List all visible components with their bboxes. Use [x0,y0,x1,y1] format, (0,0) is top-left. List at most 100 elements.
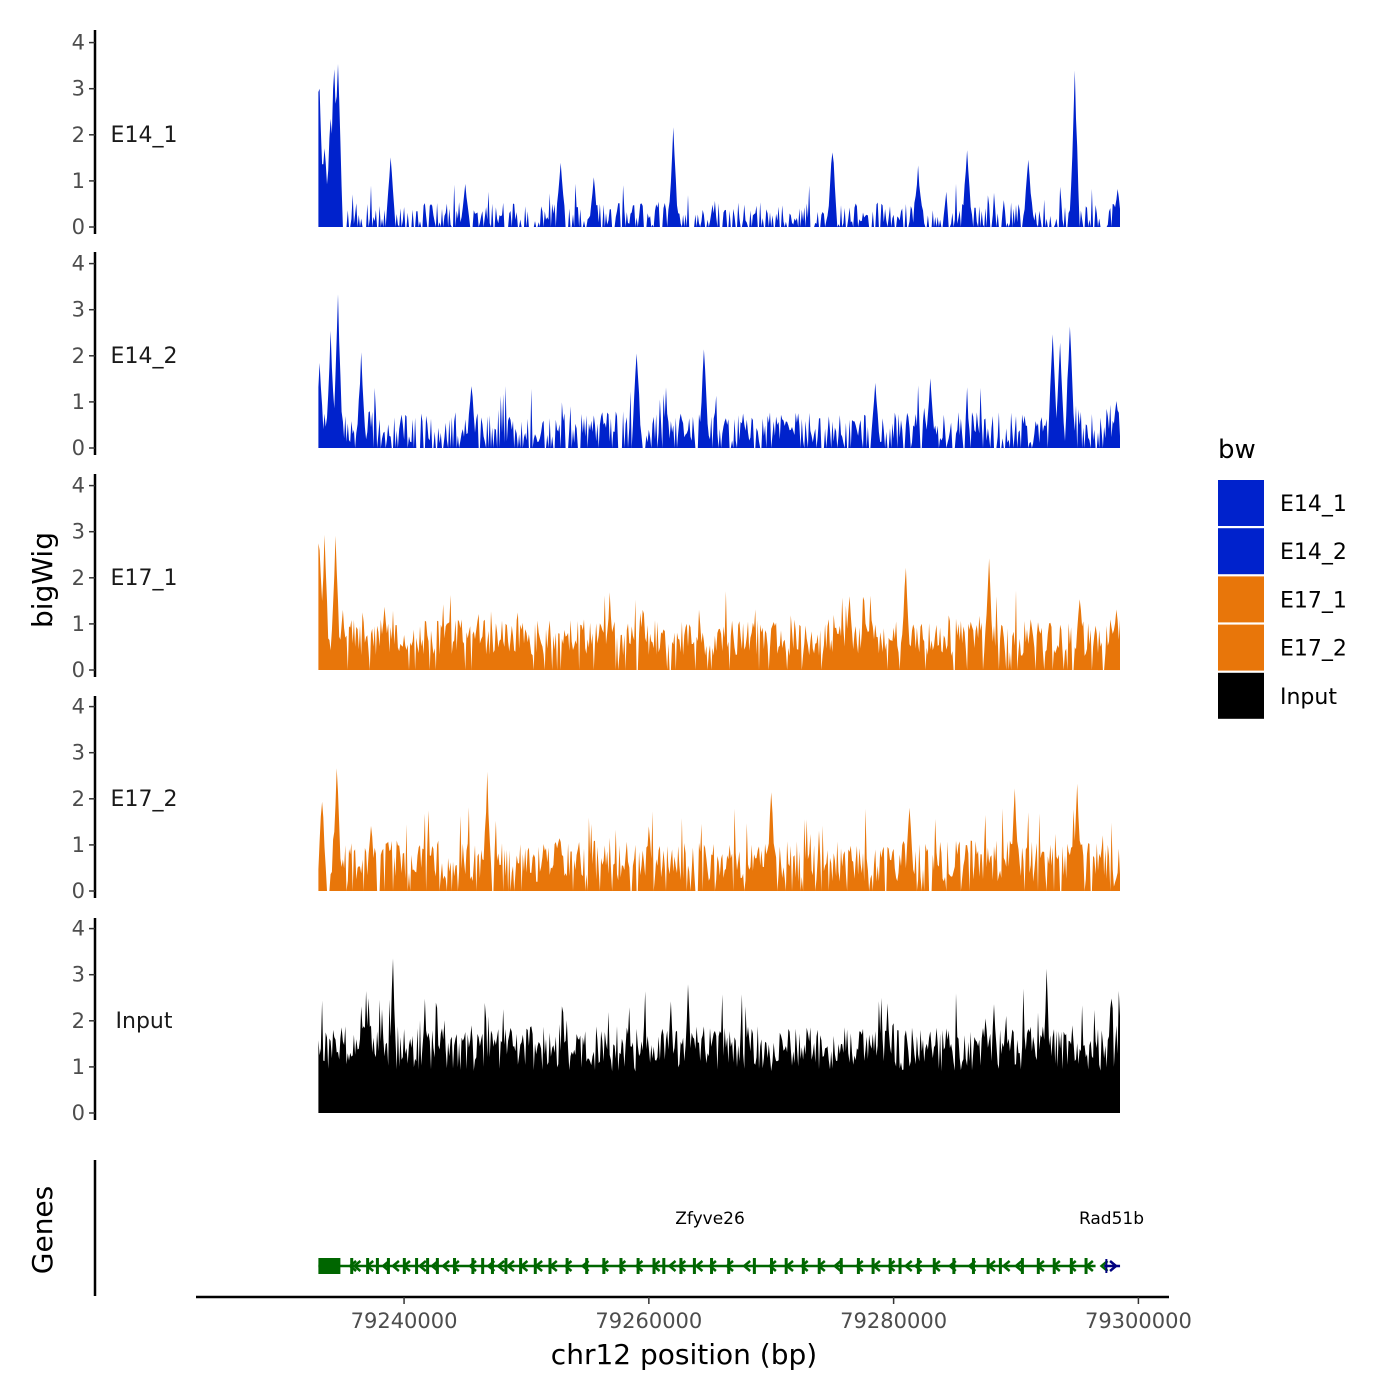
legend-swatch-E14_2 [1218,528,1264,575]
gene-exon [817,1258,821,1274]
track-label-E14_1: E14_1 [111,123,178,148]
y-tick-label: 3 [72,963,85,987]
gene-exon [952,1258,956,1274]
x-tick-label: 79280000 [840,1309,947,1333]
gene-exon [602,1258,606,1274]
legend-swatch-E17_2 [1218,624,1264,671]
legend-swatch-E14_1 [1218,480,1264,526]
gene-exon [435,1258,439,1274]
gene-exon [1084,1258,1088,1274]
gene-exon [333,1258,337,1274]
gene-exon [490,1258,494,1274]
legend-label-Input: Input [1280,685,1337,710]
gene-exon [366,1258,370,1274]
strand-arrow [417,1260,427,1272]
strand-arrow [707,1260,717,1272]
track-label-E17_2: E17_2 [111,787,178,812]
y-tick-label: 2 [72,344,85,368]
y-tick-label: 3 [72,77,85,101]
gene-exon [692,1258,696,1274]
strand-arrow [496,1260,505,1272]
y-tick-label: 0 [72,658,85,682]
genes-axis-title: Genes [26,1186,59,1274]
strand-arrow [563,1260,573,1272]
gene-exon [662,1258,666,1274]
strand-arrow [667,1260,677,1272]
y-tick-label: 4 [72,252,85,276]
y-tick-label: 0 [72,436,85,460]
gene-exon [636,1258,640,1274]
legend: E14_1 E14_2 E17_1 E17_2 Input [1218,480,1347,719]
y-tick-label: 3 [72,520,85,544]
strand-arrow [1013,1260,1023,1272]
legend-label-E17_2: E17_2 [1280,637,1347,662]
gene-exon [888,1258,892,1274]
y-tick-label: 3 [72,741,85,765]
signal-area-E17_1 [318,534,1120,670]
signal-area-E17_2 [318,768,1120,891]
x-tick-label: 79260000 [595,1309,702,1333]
gene-exon [415,1258,419,1274]
gene-exon [350,1258,354,1274]
strand-arrow [1067,1260,1077,1272]
y-tick-label: 4 [72,31,85,55]
strand-arrow [886,1260,896,1272]
gene-exon [519,1258,523,1274]
gene-exon [652,1258,656,1274]
gene-exon [1052,1258,1056,1274]
strand-arrow [725,1260,734,1272]
legend-swatch-Input [1218,672,1264,719]
gene-exon [916,1258,920,1274]
strand-arrow [348,1260,357,1272]
gene-exon [619,1258,623,1274]
strand-arrow [767,1260,777,1272]
legend-label-E14_2: E14_2 [1280,540,1347,565]
gene-exon [533,1258,537,1274]
strand-arrow [677,1260,687,1272]
strand-arrow [1109,1260,1118,1272]
y-tick-label: 2 [72,123,85,147]
strand-arrow [352,1260,362,1272]
legend-label-E17_1: E17_1 [1280,588,1347,613]
y-tick-label: 0 [72,879,85,903]
legend-label-E14_1: E14_1 [1280,492,1347,517]
gene-exon [318,1258,341,1274]
x-tick-label: 79240000 [351,1309,458,1333]
gene-exon [481,1258,485,1274]
strand-arrow [617,1260,627,1272]
gene-exon [1069,1258,1073,1274]
gene-exon [504,1258,508,1274]
signal-tracks [318,64,1120,1113]
gene-exon [871,1258,875,1274]
gene-exon [375,1258,379,1274]
x-axis-title: chr12 position (bp) [551,1338,817,1371]
strand-arrow [832,1260,842,1272]
y-tick-label: 1 [72,612,85,636]
strand-arrow [854,1260,864,1272]
track-label-E14_2: E14_2 [111,344,178,369]
signal-area-E14_1 [318,64,1120,227]
strand-arrow [506,1260,515,1272]
gene-exon [971,1258,975,1274]
gene-exon [839,1258,843,1274]
gene-exon [898,1258,902,1274]
gene-exon [1036,1258,1040,1274]
gene-exon [727,1258,731,1274]
gene-exon [770,1258,774,1274]
gene-exon [402,1258,406,1274]
y-tick-label: 1 [72,833,85,857]
x-tick-label: 79300000 [1085,1309,1192,1333]
signal-area-E14_2 [318,294,1120,448]
y-tick-label: 2 [72,1009,85,1033]
strand-arrow [742,1260,751,1272]
legend-title: bw [1218,435,1256,465]
gene-exon [679,1258,683,1274]
y-tick-label: 2 [72,787,85,811]
strand-arrow [1001,1260,1011,1272]
strand-arrow [441,1260,450,1272]
legend-swatch-E17_1 [1218,576,1264,623]
strand-arrow [634,1260,644,1272]
y-tick-label: 4 [72,695,85,719]
y-tick-label: 2 [72,566,85,590]
